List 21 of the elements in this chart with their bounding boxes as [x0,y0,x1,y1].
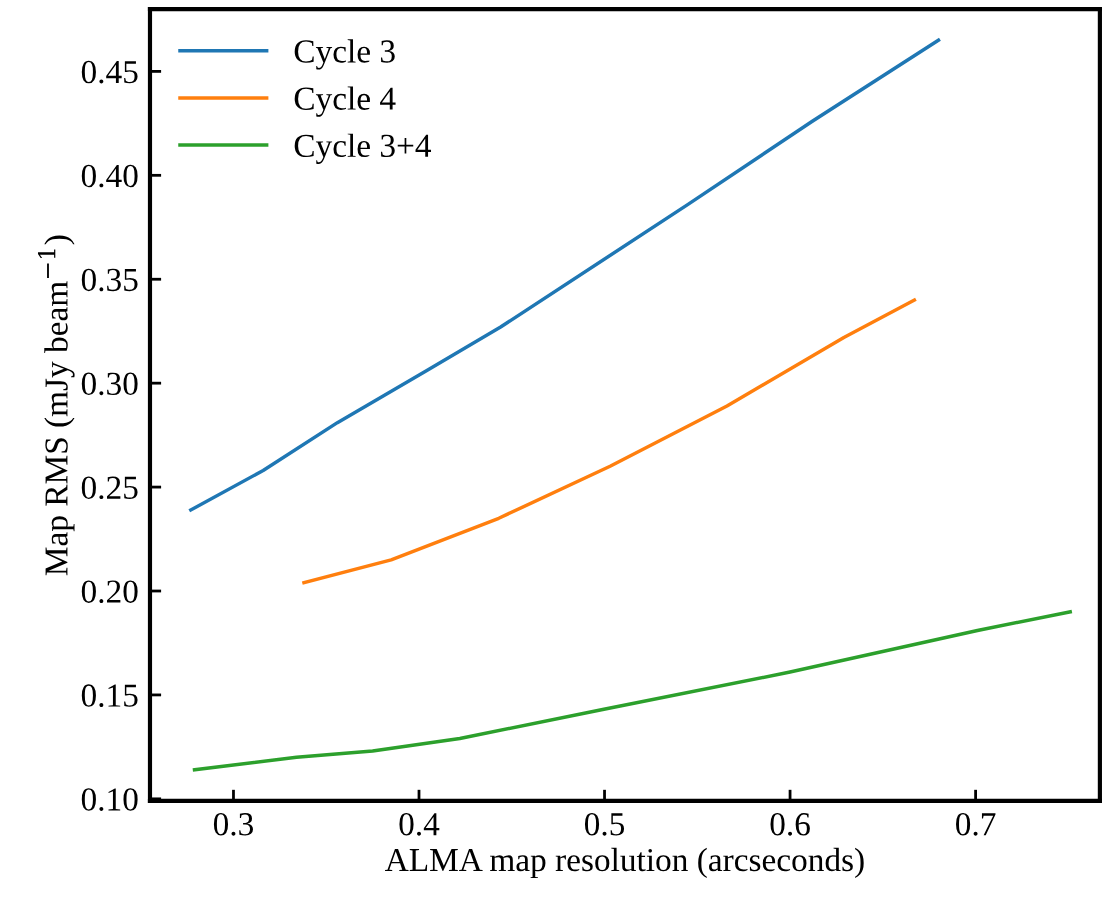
y-axis-title: Map RMS (mJy beam$^{−1}$) [37,235,75,576]
x-axis-title: ALMA map resolution (arcseconds) [385,847,864,879]
y-tick-label: 0.25 [81,476,138,500]
y-tick-label: 0.15 [81,684,138,707]
x-tick-label: 0.7 [956,813,996,836]
legend-label: Cycle 4 [294,86,396,117]
line-series [302,298,917,585]
x-tick-label: 0.6 [770,813,810,836]
y-tick-label: 0.20 [81,580,138,604]
x-tick-label: 0.4 [399,813,440,836]
x-tick-label: 0.3 [213,813,253,836]
line-series [192,610,1072,772]
y-tick-label: 0.40 [81,164,138,188]
legend-label: Cycle 3 [294,39,395,70]
y-tick-label: 0.10 [81,788,138,811]
line-series [189,38,941,512]
y-tick-label: 0.35 [81,268,138,292]
y-tick-label: 0.45 [81,60,138,84]
x-tick-label: 0.5 [584,813,625,836]
legend-label: Cycle 3+4 [294,133,432,164]
y-tick-label: 0.30 [81,372,138,396]
